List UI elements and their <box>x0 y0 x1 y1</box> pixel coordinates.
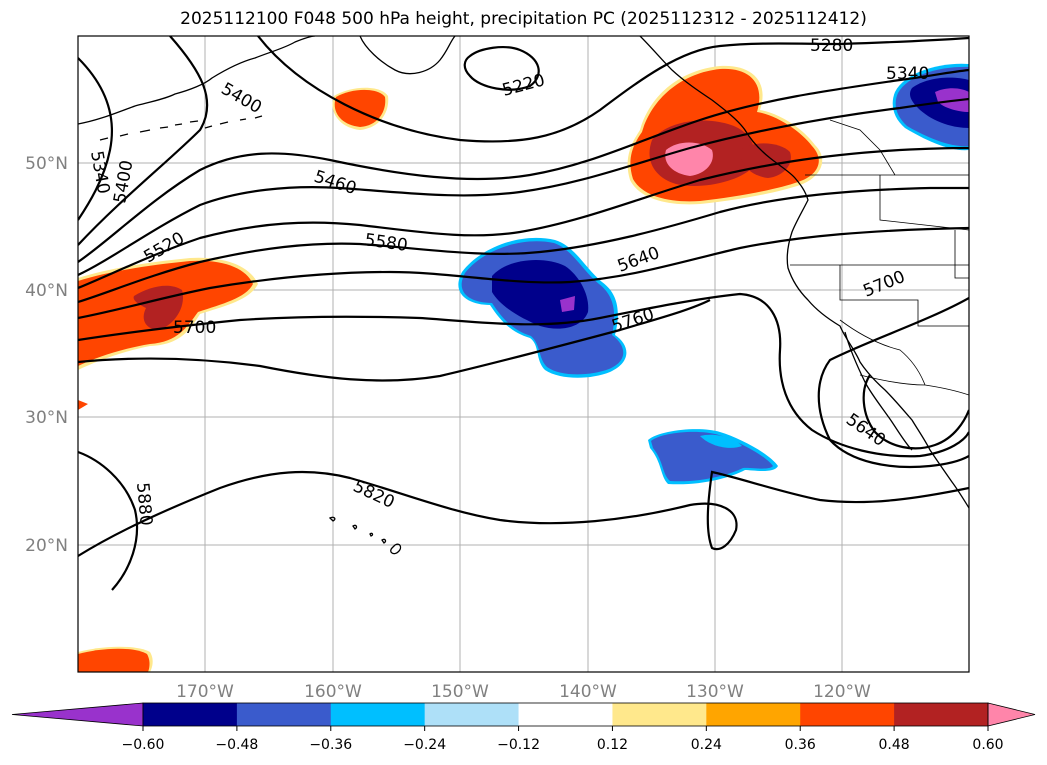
colorbar-tick-label: −0.60 <box>122 737 165 753</box>
lat-label-30n: 30°N <box>25 408 68 428</box>
lat-label-40n: 40°N <box>25 281 68 301</box>
map-frame <box>77 35 970 673</box>
contour-5400-west <box>78 36 209 246</box>
contour-5700-low <box>817 297 969 469</box>
contour-label-5880: 5880 <box>132 482 156 527</box>
contour-5220 <box>463 46 540 91</box>
colorbar-tick-label: 0.24 <box>691 737 722 753</box>
precip-positive-pnw <box>627 65 823 205</box>
colorbar-tick-label: −0.36 <box>309 737 352 753</box>
colorbar-segment <box>518 703 613 726</box>
contour-5760 <box>78 299 711 382</box>
contour-label-5700-west: 5700 <box>173 318 216 338</box>
colorbar-segment <box>612 703 707 726</box>
contour-5520 <box>78 146 969 290</box>
lon-label-170w: 170°W <box>176 682 234 702</box>
lon-label-140w: 140°W <box>559 682 617 702</box>
contour-label-5340-ne: 5340 <box>886 64 929 84</box>
lon-label-150w: 150°W <box>431 682 489 702</box>
contour-5400 <box>78 68 969 263</box>
map-frame-bg <box>78 36 969 672</box>
lat-label-20n: 20°N <box>25 536 68 556</box>
precip-negative-south <box>648 429 778 485</box>
colorbar-segment <box>236 703 332 726</box>
contour-5700 <box>78 292 969 458</box>
contour-5580 <box>78 186 969 304</box>
colorbar-tick-label: 0.60 <box>972 737 1003 753</box>
colorbar-tick-label: −0.48 <box>215 737 258 753</box>
colorbar-extend-max <box>987 702 1036 727</box>
colorbar-tick-label: 0.48 <box>879 737 910 753</box>
colorbar-tick-label: −0.12 <box>497 737 540 753</box>
map-title: 2025112100 F048 500 hPa height, precipit… <box>180 9 867 29</box>
contour-5640 <box>78 226 969 320</box>
height-contours <box>78 36 969 591</box>
contour-5820 <box>78 470 969 557</box>
contour-5340-west <box>78 57 114 221</box>
colorbar-segment <box>706 703 801 726</box>
contour-5460 <box>78 97 969 276</box>
colorbar-segment <box>143 703 238 726</box>
precip-positive-bottom <box>78 646 153 672</box>
colorbar-tick-label: 0.12 <box>597 737 628 753</box>
contour-label-5280: 5280 <box>810 36 853 56</box>
lon-label-160w: 160°W <box>304 682 362 702</box>
lon-label-120w: 120°W <box>813 682 871 702</box>
contour-5880 <box>78 450 139 591</box>
colorbar: −0.60 −0.48 −0.36 −0.24 −0.12 0.12 0.24 0.36 0.4… <box>11 702 1036 753</box>
colorbar-segment <box>424 703 520 726</box>
colorbar-extend-min <box>11 702 144 727</box>
political-borders <box>790 119 969 396</box>
colorbar-segment <box>894 703 989 726</box>
colorbar-segment <box>800 703 895 726</box>
lon-label-130w: 130°W <box>686 682 744 702</box>
colorbar-tick-label: 0.36 <box>785 737 816 753</box>
coastlines <box>78 36 969 555</box>
colorbar-segment <box>330 703 426 726</box>
colorbar-tick-label: −0.24 <box>403 737 446 753</box>
contour-5640-low <box>862 374 969 450</box>
colorbar-border <box>142 702 989 727</box>
precip-negative-central <box>458 237 627 378</box>
lat-label-50n: 50°N <box>25 154 68 174</box>
contour-5280 <box>257 36 969 143</box>
